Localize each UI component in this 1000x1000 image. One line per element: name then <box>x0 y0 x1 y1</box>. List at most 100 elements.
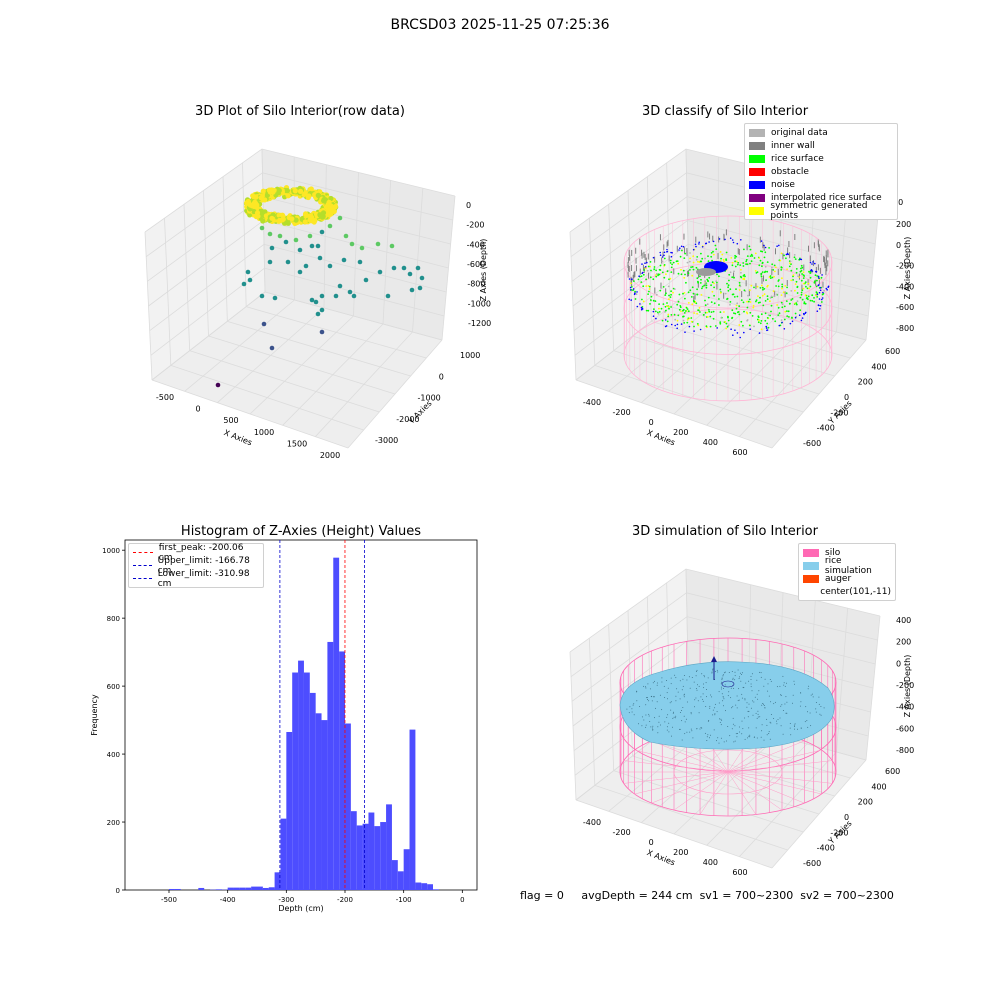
data-point <box>333 293 339 299</box>
grid-line <box>441 195 456 341</box>
data-point <box>331 208 337 214</box>
legend-swatch <box>749 206 765 215</box>
data-point <box>415 265 421 271</box>
tick-label: 500 <box>223 416 238 425</box>
legend-label: Lower_limit: -310.98 cm <box>157 568 250 589</box>
data-point <box>263 213 269 219</box>
data-point <box>293 217 299 223</box>
data-point <box>317 212 323 218</box>
data-point <box>319 293 325 299</box>
data-point <box>267 259 273 265</box>
data-point <box>297 269 303 275</box>
data-point <box>302 190 308 196</box>
legend-swatch <box>803 574 819 583</box>
data-point <box>349 241 355 247</box>
legend-label: rice surface <box>771 153 824 164</box>
legend-entry: silo <box>803 546 891 559</box>
panel2-title: 3D classify of Silo Interior <box>641 104 809 119</box>
data-point <box>315 311 321 317</box>
data-point <box>249 203 255 209</box>
data-point <box>313 299 319 305</box>
data-point <box>253 194 259 200</box>
data-point <box>285 193 291 199</box>
tick-label: -1200 <box>468 319 491 328</box>
data-point <box>307 233 313 239</box>
data-point <box>260 188 266 194</box>
legend-swatch <box>749 193 765 202</box>
legend-swatch <box>749 180 765 189</box>
legend-label: inner wall <box>771 140 815 151</box>
data-point <box>385 293 391 299</box>
data-point <box>293 237 299 243</box>
data-point <box>297 247 303 253</box>
legend-entry: interpolated rice surface <box>749 191 893 204</box>
data-point <box>215 382 221 388</box>
data-point <box>308 186 314 192</box>
legend-label: noise <box>771 179 795 190</box>
panel1-axes: -5000500100015002000-3000-2000-100001000… <box>144 148 491 460</box>
legend-swatch <box>803 548 819 557</box>
legend-line <box>133 552 153 553</box>
legend-entry: rice simulation <box>803 556 891 576</box>
tick-label: -600 <box>467 260 485 269</box>
legend-entry: symmetric generated points <box>749 201 893 221</box>
data-point <box>377 269 383 275</box>
tick-label: -2000 <box>396 415 419 424</box>
data-point <box>419 275 425 281</box>
data-point <box>328 195 334 202</box>
data-point <box>292 188 298 194</box>
legend-label: auger <box>825 573 852 584</box>
legend-swatch <box>749 141 765 150</box>
data-point <box>357 259 363 265</box>
tick-label: -1000 <box>468 299 491 308</box>
data-point <box>351 293 357 299</box>
legend-entry: obstacle <box>749 165 893 178</box>
legend-entry: original data <box>749 126 893 139</box>
legend-entry: Upper_limit: -166.78 cm <box>133 556 259 576</box>
data-point <box>407 271 413 277</box>
figure-title: BRCSD03 2025-11-25 07:25:36 <box>390 17 610 33</box>
data-point <box>297 188 304 194</box>
histogram-title: Histogram of Z-Axies (Height) Values <box>180 524 422 539</box>
data-point <box>269 345 275 351</box>
data-point <box>267 231 273 237</box>
tick-label: 0 <box>439 372 444 381</box>
data-point <box>359 245 365 251</box>
data-point <box>259 293 265 299</box>
tick-label: -1000 <box>418 394 441 403</box>
data-point <box>327 263 333 269</box>
data-point <box>269 245 275 251</box>
data-point <box>315 243 321 249</box>
data-point <box>309 243 315 249</box>
legend-entry: center(101,-11) <box>803 585 891 598</box>
sv2-text: sv2 = 700~2300 <box>800 889 894 902</box>
legend-swatch <box>749 128 765 137</box>
legend-entry: auger <box>803 572 891 585</box>
data-point <box>241 281 247 287</box>
legend-swatch <box>803 588 814 596</box>
legend-line <box>133 565 152 566</box>
data-point <box>326 199 332 205</box>
legend-label: original data <box>771 127 828 138</box>
data-point <box>261 321 267 327</box>
tick-label: 0 <box>466 201 471 210</box>
data-point <box>270 187 276 193</box>
data-point <box>283 239 289 245</box>
tick-label: 1000 <box>254 428 274 437</box>
tick-label: -200 <box>466 221 484 230</box>
grid-line <box>347 339 443 449</box>
data-point <box>285 259 291 265</box>
legend-label: Upper_limit: -166.78 cm <box>157 555 250 576</box>
data-point <box>259 225 265 231</box>
data-point <box>337 215 343 221</box>
legend-entry: noise <box>749 178 893 191</box>
data-point <box>341 257 347 263</box>
data-point <box>258 195 264 201</box>
data-point <box>260 218 266 224</box>
legend-swatch <box>749 154 765 163</box>
legend-label: center(101,-11) <box>820 586 891 597</box>
legend-entry: rice surface <box>749 152 893 165</box>
data-point <box>303 263 309 269</box>
legend-entry: Lower_limit: -310.98 cm <box>133 569 259 589</box>
status-footer: flag = 0 avgDepth = 244 cm sv1 = 700~230… <box>520 889 894 902</box>
